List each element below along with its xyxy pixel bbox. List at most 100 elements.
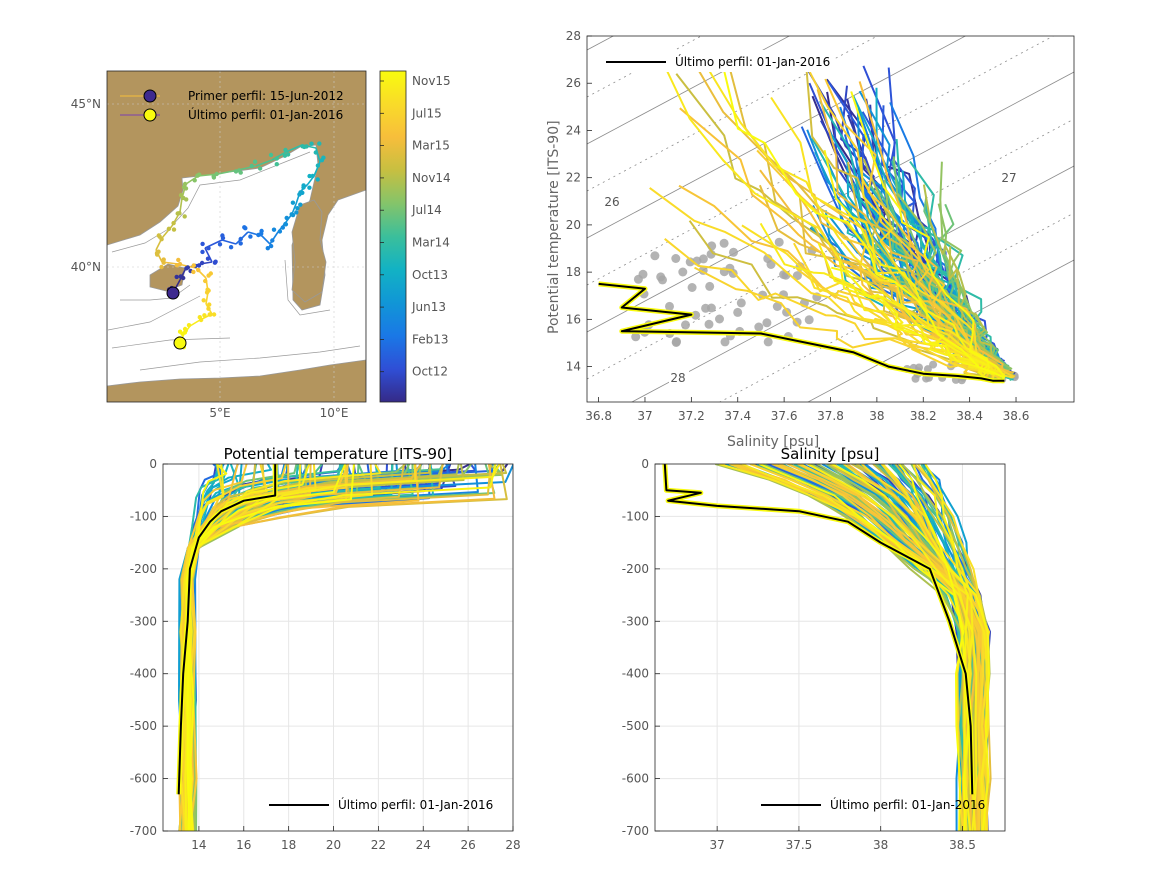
trajectory-point [238,236,243,242]
climatology-point [650,251,660,261]
climatology-point [733,307,743,317]
climatology-point [922,374,931,383]
isopycnal-line [587,36,703,98]
salinity-latest-line [663,464,974,795]
trajectory-point [271,227,277,232]
trajectory-point [283,221,288,227]
ts-profile-line [759,222,984,379]
trajectory-point [200,249,205,255]
colorbar-tick-label: Mar15 [412,139,450,153]
ts-ytick-label: 16 [566,312,581,326]
xtick-label: 28 [505,838,520,852]
trajectory-segment [221,239,237,245]
trajectory-point [184,266,189,271]
trajectory-segment [255,159,273,167]
trajectory-point [202,313,207,318]
ts-xtick-label: 37.8 [817,409,844,423]
ts-ytick-label: 20 [566,218,581,232]
ts-profile-line [847,161,985,376]
trajectory-point [294,210,299,215]
ytick-label: -100 [130,509,157,523]
trajectory-point [207,302,212,307]
trajectory-point [238,241,243,246]
trajectory-point [277,229,283,234]
ts-xtick-label: 37.4 [724,409,751,423]
colorbar-tick-label: Jun13 [411,300,446,314]
ts-ytick-label: 14 [566,360,581,374]
trajectory-segment [271,151,287,161]
trajectory-segment [189,319,201,327]
temperature-title: Potential temperature [ITS-90] [224,445,453,463]
ts-ytick-label: 26 [566,76,581,90]
map-lon-tick: 5°E [209,406,230,420]
ts-xtick-label: 38.2 [910,409,937,423]
trajectory-point [252,159,258,164]
trajectory-point [203,278,208,284]
trajectory-segment [315,147,321,163]
trajectory-point [270,238,275,243]
isopycnal-line [587,36,615,51]
trajectory-point [213,259,218,264]
trajectory-point [265,246,270,251]
colorbar-tick-label: Oct12 [412,365,448,379]
temperature-profile-line [186,464,355,831]
map-corsica-sardinia [291,199,327,303]
trajectory-point [220,233,225,238]
salinity-profile-line [807,464,978,831]
trajectory-point [307,185,312,190]
trajectory-point [171,220,176,226]
trajectory-point [161,260,166,265]
trajectory-point [315,163,321,168]
float-trajectory [154,141,326,350]
climatology-point [929,360,938,369]
trajectory-point [177,211,182,216]
temperature-panel: 14 16 18 20 22 24 26 28 0 -100 -200 -300 -400 -500 -60… [130,445,521,852]
climatology-point [923,365,932,374]
colorbar: Nov15 Jul15 Mar15 Nov14 Jul14 Mar14 Oct13 Jun13… [379,70,451,403]
density-label: 26 [604,195,619,209]
trajectory-point [208,312,213,317]
ts-panel: 36.8 37 37.2 37.4 37.6 37.8 38 38.2 38.4 38.6 14 16… [546,0,1075,450]
trajectory-point [206,306,211,311]
trajectory-point [268,243,274,249]
climatology-point [754,322,764,332]
map-bathymetry-contours [107,151,361,371]
climatology-point [665,301,674,311]
salinity-title: Salinity [psu] [781,445,880,463]
map-lat-tick: 45°N [71,97,101,111]
climatology-point [766,260,776,269]
ytick-label: -400 [130,667,157,681]
isopycnal-line [587,0,1074,3]
trajectory-point [300,190,305,195]
trajectory-point [295,206,300,211]
isopycnal-line [587,36,791,145]
salinity-panel: 37 37.5 38 38.5 0 -100 -200 -300 -400 -500 -600 -70… [622,445,1006,852]
trajectory-point [191,263,196,268]
colorbar-tick-label: Nov15 [412,74,451,88]
climatology-point [763,337,773,347]
trajectory-point [237,168,242,173]
salinity-legend: Último perfil: 01-Jan-2016 [761,797,985,812]
xtick-label: 38.5 [949,838,976,852]
ts-legend: Último perfil: 01-Jan-2016 [598,50,834,72]
trajectory-point [204,290,210,295]
xtick-label: 24 [416,838,431,852]
climatology-point [631,332,641,342]
ts-xtick-label: 37.2 [678,409,705,423]
density-label-bg [1000,170,1020,186]
trajectory-point [186,323,192,328]
ts-ylabel: Potential temperature [ITS-90] [546,120,562,334]
ts-ytick-label: 24 [566,123,581,137]
xtick-label: 38 [873,838,888,852]
ytick-label: -700 [130,824,157,838]
trajectory-point [283,147,288,153]
trajectory-point [176,257,181,263]
colorbar-tick-label: Oct13 [412,268,448,282]
ts-ytick-label: 28 [566,29,581,43]
trajectory-point [315,177,320,182]
trajectory-segment [261,235,271,245]
xtick-label: 26 [460,838,475,852]
map-panel: 45°N 40°N 5°E 10°E Primer perfil: 15-Jun… [71,70,367,420]
legend-first-profile: Primer perfil: 15-Jun-2012 [188,89,344,103]
trajectory-point [177,329,183,334]
